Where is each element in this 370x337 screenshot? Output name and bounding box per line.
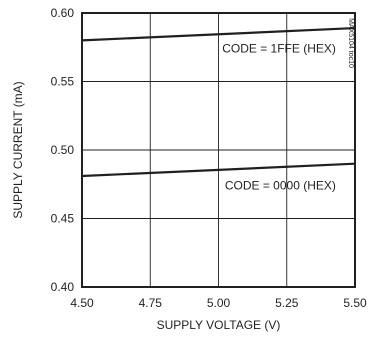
y-tick-label: 0.40: [51, 280, 75, 294]
y-tick-label: 0.55: [51, 75, 75, 89]
gridlines: [82, 13, 355, 287]
y-axis-ticks: 0.40 0.45 0.50 0.55 0.60: [51, 6, 75, 294]
x-tick-label: 5.50: [343, 296, 367, 310]
x-axis-title: SUPPLY VOLTAGE (V): [157, 318, 281, 332]
series-line: [81, 26, 356, 42]
y-tick-label: 0.60: [51, 6, 75, 20]
x-tick-label: 5.00: [207, 296, 231, 310]
x-tick-label: 5.25: [275, 296, 299, 310]
y-tick-label: 0.50: [51, 143, 75, 157]
series-line: [81, 162, 356, 178]
x-tick-label: 4.75: [139, 296, 163, 310]
series-lines: [81, 26, 356, 178]
series-annotation: CODE = 1FFE (HEX): [222, 42, 336, 56]
figure-id-label: MAX5104 toc10: [347, 18, 354, 68]
y-tick-label: 0.45: [51, 212, 75, 226]
y-axis-title: SUPPLY CURRENT (mA): [11, 81, 25, 218]
series-annotation: CODE = 0000 (HEX): [225, 179, 336, 193]
x-tick-label: 4.50: [70, 296, 94, 310]
x-axis-ticks: 4.50 4.75 5.00 5.25 5.50: [70, 296, 367, 310]
plot-frame: [81, 12, 356, 288]
series-annotations: CODE = 1FFE (HEX) CODE = 0000 (HEX): [222, 42, 336, 193]
